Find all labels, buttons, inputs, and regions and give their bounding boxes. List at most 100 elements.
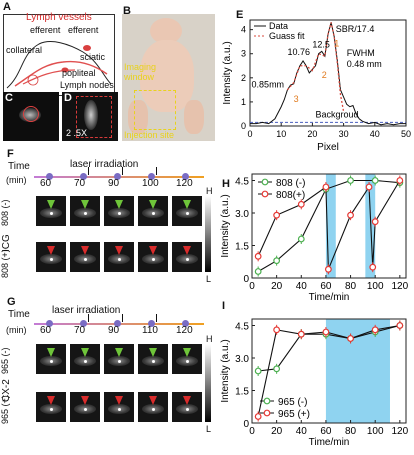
chartH-legend-label: 808 (-) <box>276 178 305 189</box>
time-unit-g: (min) <box>6 325 27 335</box>
chartH-ytick-label: 1.5 <box>235 242 249 253</box>
fluorescence-thumbnail <box>70 392 100 422</box>
chartH-ytick-label: 3.0 <box>235 209 249 220</box>
chart-e-legend-data: Data <box>269 21 288 31</box>
laser-label-f: laser irradiation <box>70 159 139 170</box>
chartH-xtick-label: 0 <box>249 281 255 292</box>
laser-marker <box>122 314 123 322</box>
chartI-legend-marker <box>263 397 271 405</box>
signal-spot <box>186 360 189 363</box>
arrow-marker-icon <box>47 348 55 357</box>
arrow-marker-icon <box>81 348 89 357</box>
panel-label-i: I <box>222 300 226 312</box>
arrow-marker-icon <box>149 396 157 405</box>
cbar-low-g: L <box>206 424 212 434</box>
fluorescence-thumbnail <box>70 344 100 374</box>
chart-e-xtick-label: 30 <box>339 129 349 139</box>
timeline-dot <box>114 320 121 327</box>
efferent-label-2: efferent <box>68 25 99 35</box>
chart-e-ytick-label: 0 <box>241 121 246 131</box>
dye-label-icg: ICG <box>1 234 12 252</box>
chart-e: 0 10 20 30 40 50 0 1 2 3 4 Pixel Intensity (a.u.) Dat… <box>222 19 411 153</box>
fluorescence-thumbnail <box>36 242 66 272</box>
chartH-point <box>297 235 305 243</box>
arrow-marker-icon <box>115 246 123 255</box>
cbar-high-g: H <box>206 334 213 344</box>
chart-e-ytick-label: 1 <box>241 97 246 107</box>
chartI-point <box>396 322 404 329</box>
arrow-marker-icon <box>115 348 123 357</box>
timeline-tick-label: 90 <box>108 325 120 336</box>
fluorescence-thumbnail <box>36 196 66 226</box>
timeline-dot <box>148 320 155 327</box>
laser-marker <box>122 167 123 175</box>
timeline-dot <box>182 173 189 180</box>
chartH-point <box>273 257 281 265</box>
arrow-marker-icon <box>183 348 191 357</box>
chartI-ylabel: Intensity (a.u.) <box>220 339 231 402</box>
chart-e-xtick-label: 10 <box>276 129 286 139</box>
fluorescence-thumbnail <box>36 392 66 422</box>
panel-label-c: C <box>5 92 13 104</box>
chartH-point <box>347 177 354 184</box>
chartH-point <box>347 211 354 219</box>
chart-e-xtick-label: 50 <box>401 129 411 139</box>
signal-spot <box>186 408 189 411</box>
dye-label-cx2: CX-2 <box>1 379 12 402</box>
chartH-legend-marker <box>261 190 269 198</box>
chart-e-frame <box>249 19 407 127</box>
chartH-xtick-label: 60 <box>320 281 332 292</box>
chart-e-peak-number: 2 <box>322 70 327 80</box>
chart-e-peak3-value: 12.5 <box>312 40 330 50</box>
timeline-tick-label: 70 <box>74 178 86 189</box>
chartI-point <box>347 335 354 342</box>
signal-spot <box>84 408 87 411</box>
fluorescence-thumbnail <box>104 196 134 226</box>
timeline-dot <box>80 320 87 327</box>
chartI-legend-label: 965 (-) <box>278 397 307 408</box>
chartI-xlabel: Time/min <box>309 437 350 448</box>
cbar-high-f: H <box>206 186 213 196</box>
chart-e-peak-number: 1 <box>334 39 339 49</box>
chart-h: 0 20 40 60 80 100 120 0 1.5 3.0 4.5 Time/min Intensi… <box>220 173 409 300</box>
chart-e-width-annotation: 0.85mm <box>252 79 285 89</box>
timeline-dot <box>46 320 53 327</box>
arrow-marker-icon <box>81 246 89 255</box>
signal-spot <box>186 212 189 215</box>
row-label-808-minus: 808 (-) <box>0 199 10 226</box>
lymph-anatomy-diagram <box>3 14 115 96</box>
timeline-dot <box>46 173 53 180</box>
fluorescence-image-d <box>62 92 118 141</box>
signal-spot <box>50 212 53 215</box>
fluorescence-thumbnail <box>138 196 168 226</box>
signal-spot <box>152 408 155 411</box>
laser-marker <box>156 167 157 175</box>
chartI-xtick-label: 120 <box>391 426 408 437</box>
signal-spot <box>118 258 121 261</box>
timeline-tick-label: 120 <box>176 325 193 336</box>
laser-marker <box>88 314 89 322</box>
chartH-ylabel: Intensity (a.u.) <box>220 194 231 257</box>
panel-label-e: E <box>236 9 244 21</box>
chartI-point <box>273 326 281 334</box>
chartI-ytick-label: 1.5 <box>235 387 249 398</box>
laser-label-g: laser irradiation <box>52 305 121 316</box>
efferent-label-1: efferent <box>30 25 61 35</box>
chartI-legend-marker <box>263 409 271 417</box>
chart-e-ylabel: Intensity (a.u.) <box>222 41 233 104</box>
mouse-photo <box>122 14 215 141</box>
signal-spot <box>84 258 87 261</box>
chartI-xtick-label: 60 <box>320 426 332 437</box>
lymph-vessels-title: Lymph vessels <box>26 12 92 23</box>
chart-e-ytick-label: 4 <box>241 25 246 35</box>
timeline-tick-label: 60 <box>40 178 52 189</box>
laser-marker <box>156 314 157 322</box>
chart-e-xtick-label: 0 <box>247 129 252 139</box>
fluorescence-thumbnail <box>104 242 134 272</box>
signal-spot <box>152 258 155 261</box>
arrow-marker-icon <box>115 200 123 209</box>
chartH-shaded-region <box>365 174 376 278</box>
chartH-legend-marker <box>261 178 269 186</box>
chartH-ytick-label: 4.5 <box>235 177 249 188</box>
timeline-tick-label: 110 <box>142 325 158 336</box>
